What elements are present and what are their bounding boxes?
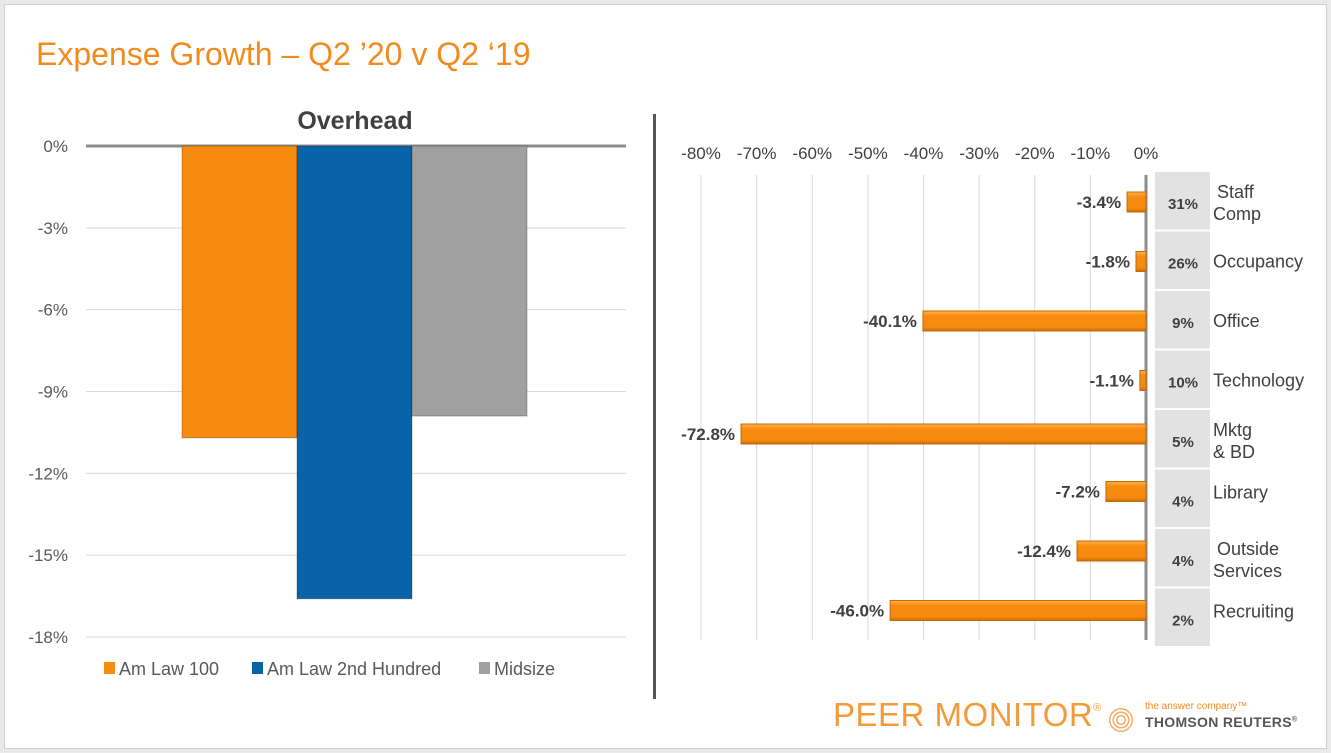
legend-swatch [104,662,115,674]
thomson-reuters-logo: THOMSON REUTERS® [1145,714,1297,730]
share-value: 31% [1168,196,1198,213]
data-label: -72.8% [681,425,735,444]
share-value: 10% [1168,374,1198,391]
y-tick-label: -9% [38,383,68,402]
peer-monitor-text: PEER MONITOR [833,696,1094,733]
share-box [1155,231,1210,289]
slide-title: Expense Growth – Q2 ’20 v Q2 ‘19 [36,36,531,72]
data-label: -1.8% [1086,253,1130,272]
x-tick-label: -60% [792,144,832,163]
y-tick-label: 0% [43,137,68,156]
registered-mark: ® [1291,716,1298,724]
category-label: Technology [1213,371,1304,391]
category-label: & BD [1213,442,1255,462]
share-value: 2% [1172,612,1194,629]
bar-staff-comp [1126,191,1147,213]
data-label: -7.2% [1056,483,1100,502]
share-box [1155,469,1210,527]
category-label: Comp [1213,204,1261,224]
x-tick-label: -10% [1071,144,1111,163]
share-box [1155,172,1210,230]
y-tick-label: -6% [38,301,68,320]
x-tick-label: 0% [1134,144,1159,163]
divider [653,114,656,699]
x-tick-label: -70% [737,144,777,163]
bar-technology [1139,370,1147,391]
peer-monitor-logo: PEER MONITOR® [833,696,1102,734]
share-box [1155,588,1210,646]
category-label: Outside [1217,539,1279,559]
bar-am-law-2nd-hundred [296,145,413,600]
data-label: -3.4% [1077,193,1121,212]
share-value: 5% [1172,434,1194,451]
x-tick-label: -80% [681,144,721,163]
bar-office [922,310,1147,332]
bar-occupancy [1135,251,1147,272]
tagline: the answer company™ [1145,701,1248,712]
category-label: Staff [1217,182,1255,202]
x-tick-label: -30% [959,144,999,163]
bar-mktg-bd [740,423,1147,445]
share-box [1155,291,1210,349]
share-box [1155,410,1210,468]
legend-swatch [479,662,490,674]
data-label: -1.1% [1089,372,1133,391]
data-label: -40.1% [863,312,917,331]
legend-label: Am Law 2nd Hundred [267,659,441,679]
x-tick-label: -50% [848,144,888,163]
legend-swatch [252,662,263,674]
share-value: 26% [1168,255,1198,272]
share-value: 4% [1172,493,1194,510]
bar-recruiting [889,600,1147,621]
share-box [1155,529,1210,587]
y-tick-label: -3% [38,219,68,238]
data-label: -46.0% [830,602,884,621]
category-label: Library [1213,483,1268,503]
x-tick-label: -20% [1015,144,1055,163]
category-label: Occupancy [1213,252,1303,272]
category-label: Office [1213,311,1260,331]
bar-library [1105,481,1147,502]
legend-label: Am Law 100 [119,659,219,679]
bar-midsize [411,145,528,417]
category-label: Recruiting [1213,602,1294,622]
thomson-reuters-globe-icon [1107,706,1135,734]
category-label: Services [1213,561,1282,581]
bar-outside-services [1076,540,1147,562]
y-tick-label: -12% [28,464,68,483]
thomson-reuters-text: THOMSON REUTERS [1145,714,1292,730]
share-value: 9% [1172,315,1194,332]
share-value: 4% [1172,553,1194,570]
x-tick-label: -40% [904,144,944,163]
bar-am-law-100 [181,145,298,439]
y-tick-label: -15% [28,546,68,565]
overhead-chart-title: Overhead [297,107,412,135]
y-tick-label: -18% [28,628,68,647]
data-label: -12.4% [1017,542,1071,561]
registered-mark: ® [1093,702,1102,714]
category-label: Mktg [1213,420,1252,440]
share-box [1155,350,1210,408]
legend-label: Midsize [494,659,555,679]
